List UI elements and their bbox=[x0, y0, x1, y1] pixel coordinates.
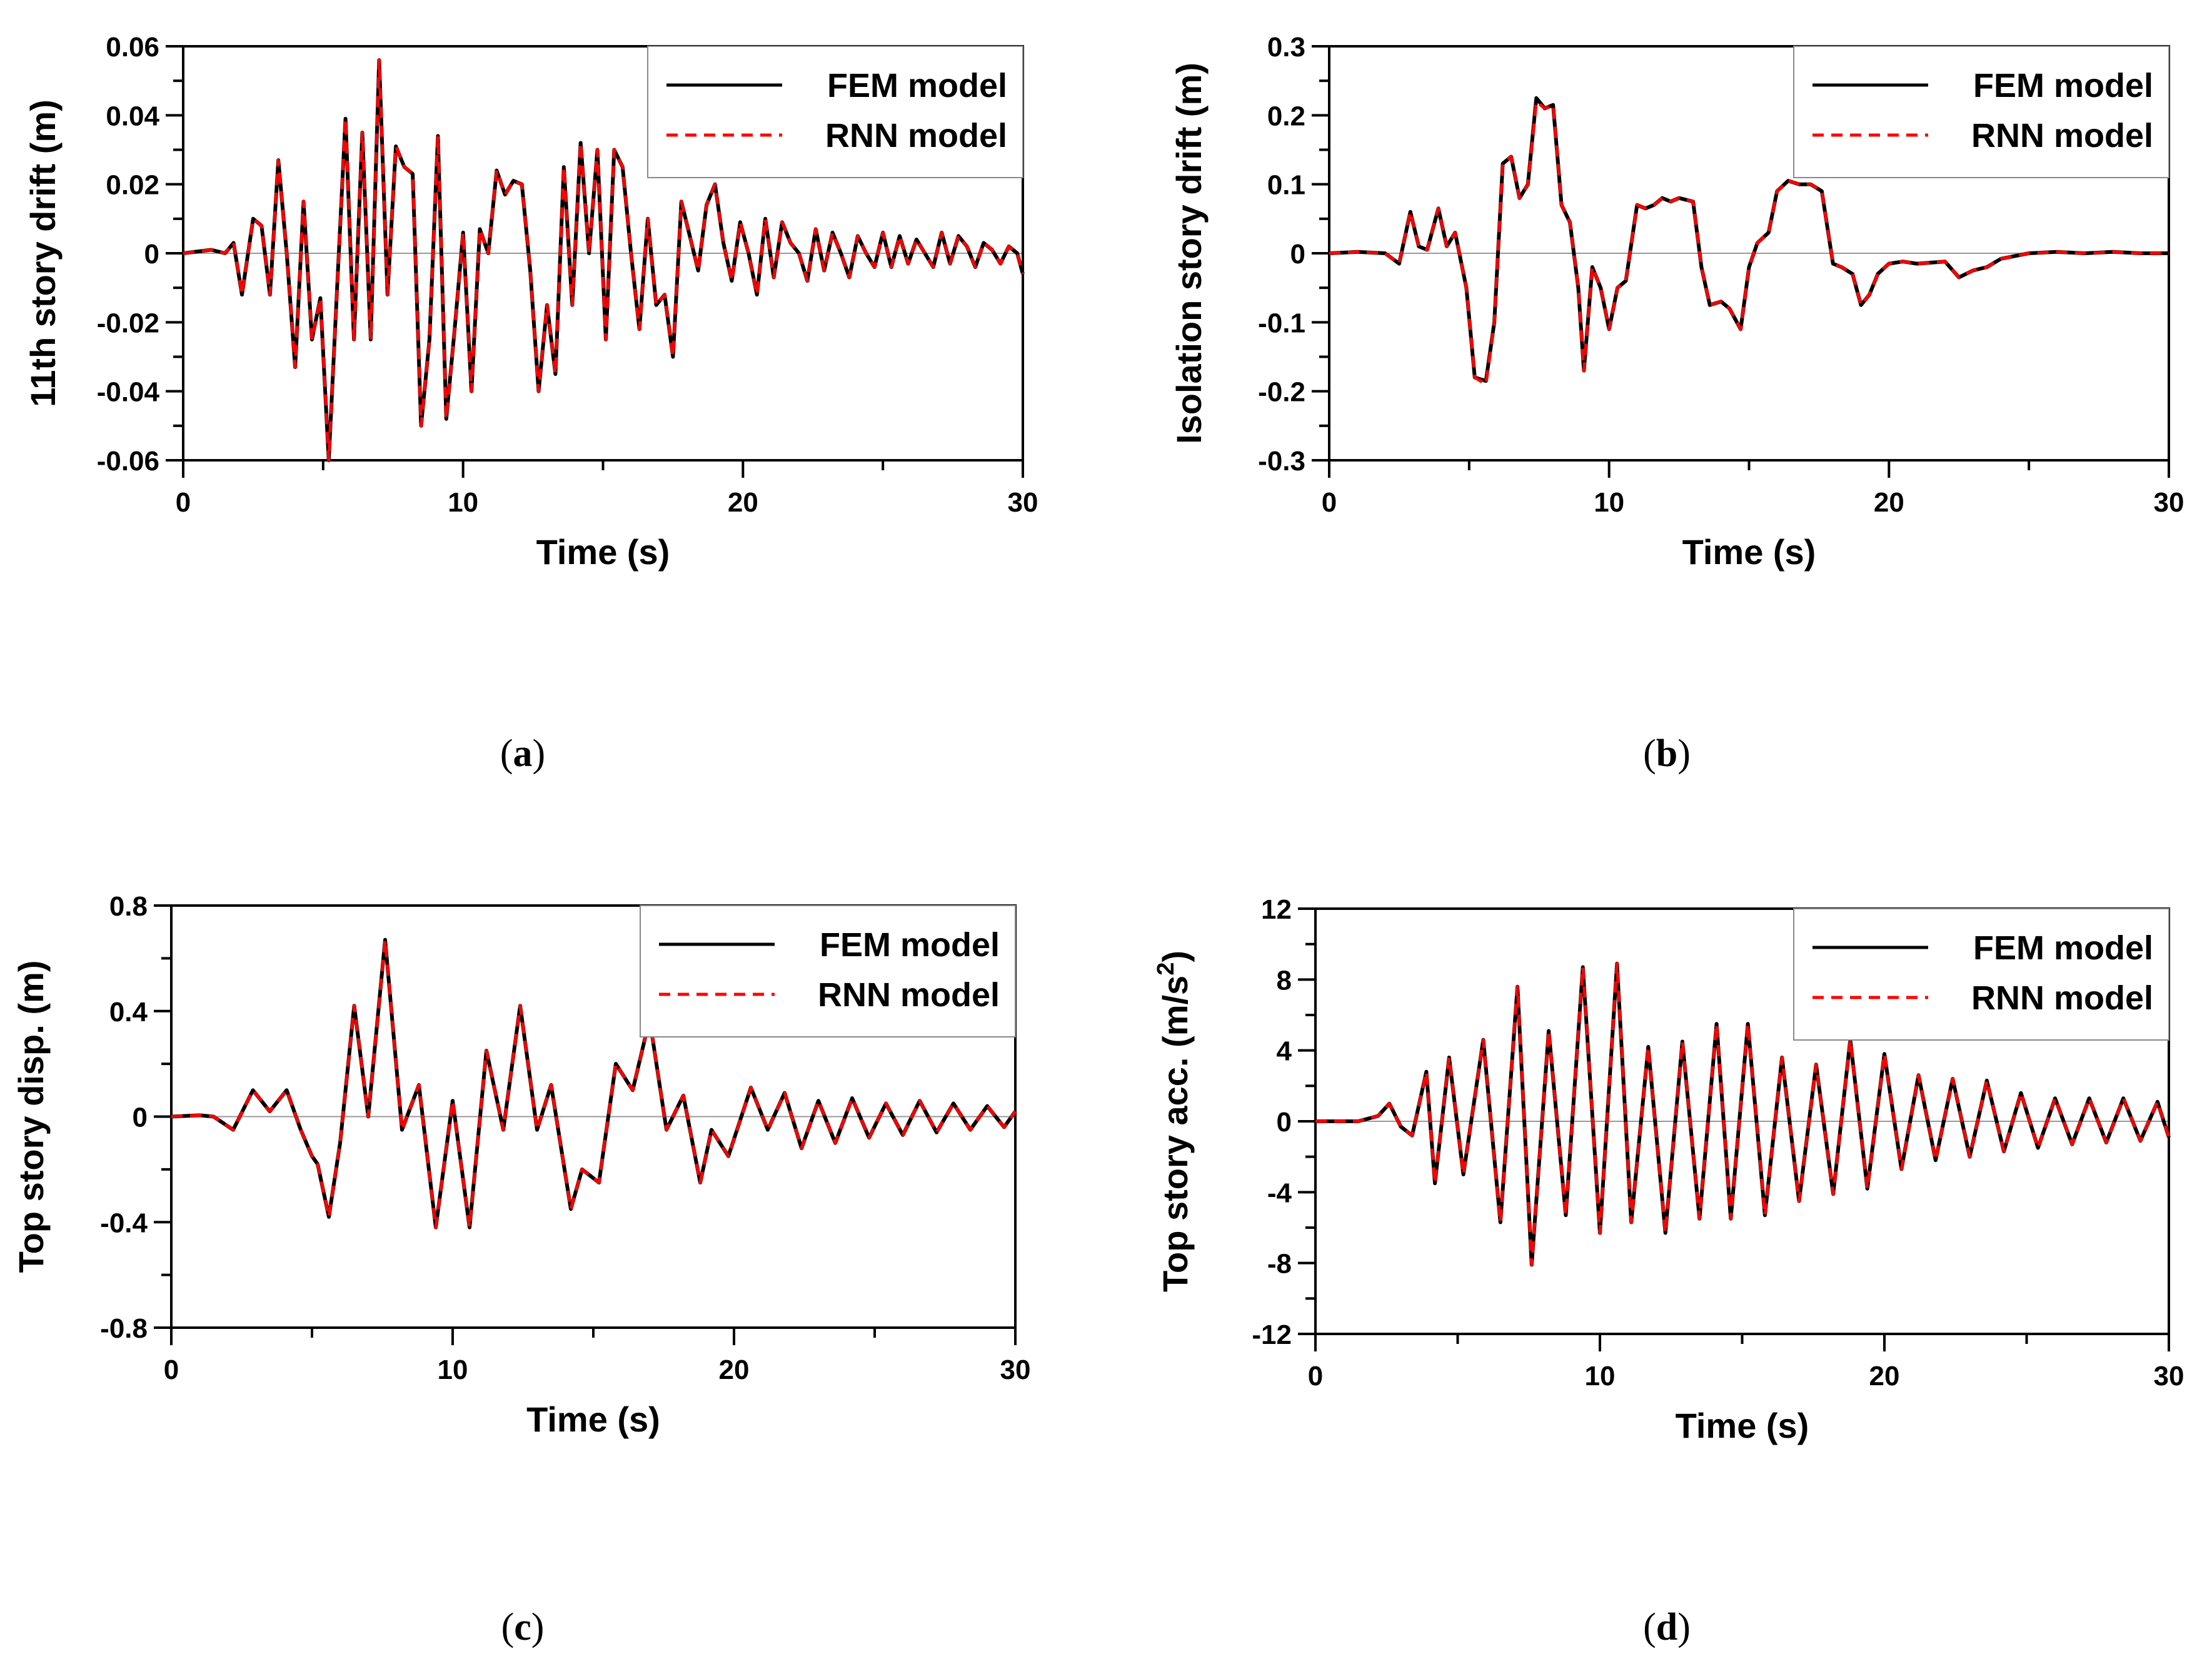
caption-open: ( bbox=[500, 732, 513, 775]
caption-close: ) bbox=[1677, 1606, 1691, 1648]
y-tick-label: -4 bbox=[1267, 1178, 1292, 1208]
y-tick-label: 0 bbox=[1277, 1107, 1292, 1138]
y-tick-label: 0.04 bbox=[106, 101, 159, 131]
y-tick-label: 12 bbox=[1261, 894, 1292, 925]
x-tick-label: 0 bbox=[164, 1355, 179, 1385]
chart-panel-a: 0 10 20 30 -0.06 -0.04 -0.02 0 0.02 0.04 0.06 Time … bbox=[23, 32, 1038, 775]
legend-label: RNN model bbox=[825, 117, 1007, 154]
legend-label: FEM model bbox=[1973, 67, 2153, 104]
x-tick-label: 30 bbox=[1000, 1355, 1031, 1385]
x-tick-label: 10 bbox=[448, 487, 478, 518]
y-tick-label: 0.06 bbox=[106, 32, 159, 63]
y-tick-label: -0.8 bbox=[100, 1313, 148, 1344]
panel-caption: (c) bbox=[501, 1606, 545, 1648]
legend-label: FEM model bbox=[820, 926, 1000, 964]
panel-caption: (a) bbox=[500, 732, 545, 775]
legend-label: FEM model bbox=[827, 67, 1007, 104]
x-axis-title: Time (s) bbox=[1676, 1406, 1809, 1445]
caption-close: ) bbox=[1677, 732, 1691, 775]
x-tick-label: 30 bbox=[2154, 487, 2184, 518]
caption-letter: b bbox=[1656, 732, 1677, 775]
caption-open: ( bbox=[501, 1606, 515, 1648]
y-axis-title: Isolation story drift (m) bbox=[1169, 63, 1209, 444]
y-tick-label: 0.02 bbox=[106, 170, 159, 201]
y-tick-label: -12 bbox=[1252, 1320, 1292, 1350]
legend-box bbox=[1793, 908, 2169, 1041]
x-tick-label: 20 bbox=[719, 1355, 750, 1385]
legend-label: RNN model bbox=[1971, 117, 2153, 154]
legend-label: RNN model bbox=[818, 976, 1000, 1014]
chart-panel-d: 0 10 20 30 -12 -8 -4 0 4 8 12 Time (s) Top story acc… bbox=[1153, 894, 2184, 1648]
legend-box bbox=[1793, 46, 2169, 178]
y-axis-title: Top story acc. (m/s2) bbox=[1153, 951, 1195, 1292]
chart-panel-b: 0 10 20 30 -0.3 -0.2 -0.1 0 0.1 0.2 0.3 Time (s) Iso… bbox=[1169, 32, 2184, 775]
y-axis-title-main: Top story acc. (m/s bbox=[1155, 976, 1195, 1292]
x-tick-label: 20 bbox=[1869, 1361, 1900, 1391]
y-tick-label: -0.3 bbox=[1258, 446, 1305, 477]
y-tick-label: 0.8 bbox=[109, 891, 148, 922]
y-axis-title-main: Top story disp. (m) bbox=[11, 961, 51, 1273]
y-tick-label: 0.4 bbox=[109, 997, 148, 1027]
x-tick-label: 10 bbox=[1594, 487, 1624, 518]
y-tick-label: 0.2 bbox=[1267, 101, 1305, 131]
series-line-rnn bbox=[1315, 962, 2171, 1266]
legend-box bbox=[640, 905, 1016, 1037]
x-axis-title: Time (s) bbox=[526, 1400, 660, 1439]
x-tick-label: 10 bbox=[1585, 1361, 1616, 1391]
y-tick-label: -8 bbox=[1267, 1249, 1292, 1280]
y-axis-title-end: ) bbox=[1155, 951, 1195, 962]
y-axis-title-superscript: 2 bbox=[1153, 962, 1179, 976]
legend-label: RNN model bbox=[1971, 979, 2153, 1017]
y-tick-label: -0.2 bbox=[1258, 377, 1305, 408]
y-tick-label: 8 bbox=[1277, 965, 1292, 996]
chart-panel-c: 0 10 20 30 -0.8 -0.4 0 0.4 0.8 Time (s) Top story … bbox=[11, 891, 1030, 1648]
x-tick-label: 20 bbox=[728, 487, 758, 518]
caption-letter: c bbox=[514, 1606, 531, 1648]
x-axis-title: Time (s) bbox=[536, 532, 670, 572]
y-tick-label: 0 bbox=[1290, 239, 1305, 270]
y-tick-label: -0.4 bbox=[100, 1208, 148, 1238]
y-axis-title: 11th story drift (m) bbox=[23, 99, 63, 407]
y-tick-label: -0.1 bbox=[1258, 308, 1305, 338]
y-tick-label: -0.06 bbox=[97, 446, 159, 477]
x-tick-label: 0 bbox=[1322, 487, 1337, 518]
series-line-rnn bbox=[171, 938, 1017, 1229]
x-tick-label: 20 bbox=[1874, 487, 1904, 518]
y-tick-label: 4 bbox=[1277, 1036, 1292, 1067]
caption-open: ( bbox=[1643, 732, 1656, 775]
x-tick-label: 0 bbox=[176, 487, 191, 518]
caption-close: ) bbox=[531, 1606, 545, 1648]
y-tick-label: -0.02 bbox=[97, 308, 159, 338]
legend-label: FEM model bbox=[1973, 929, 2153, 967]
series-line-rnn bbox=[1329, 99, 2169, 386]
y-tick-label: 0.1 bbox=[1267, 170, 1305, 201]
x-tick-label: 30 bbox=[1008, 487, 1038, 518]
series-line-fem bbox=[183, 58, 1025, 462]
caption-letter: d bbox=[1656, 1606, 1677, 1648]
panel-caption: (b) bbox=[1643, 732, 1691, 775]
caption-open: ( bbox=[1643, 1606, 1656, 1648]
y-tick-label: -0.04 bbox=[97, 377, 160, 408]
panel-caption: (d) bbox=[1643, 1606, 1691, 1648]
y-tick-label: 0.3 bbox=[1267, 32, 1305, 63]
caption-close: ) bbox=[533, 732, 546, 775]
legend-box bbox=[647, 46, 1023, 178]
x-axis-title: Time (s) bbox=[1682, 532, 1816, 572]
y-axis-title-main: Isolation story drift (m) bbox=[1169, 63, 1209, 444]
y-tick-label: 0 bbox=[144, 239, 159, 270]
y-axis-title-main: 11th story drift (m) bbox=[23, 99, 63, 407]
y-axis-title: Top story disp. (m) bbox=[11, 961, 51, 1273]
x-tick-label: 0 bbox=[1308, 1361, 1323, 1391]
y-tick-label: 0 bbox=[133, 1103, 148, 1133]
x-tick-label: 10 bbox=[438, 1355, 468, 1385]
caption-letter: a bbox=[513, 732, 533, 775]
x-tick-label: 30 bbox=[2154, 1361, 2184, 1391]
